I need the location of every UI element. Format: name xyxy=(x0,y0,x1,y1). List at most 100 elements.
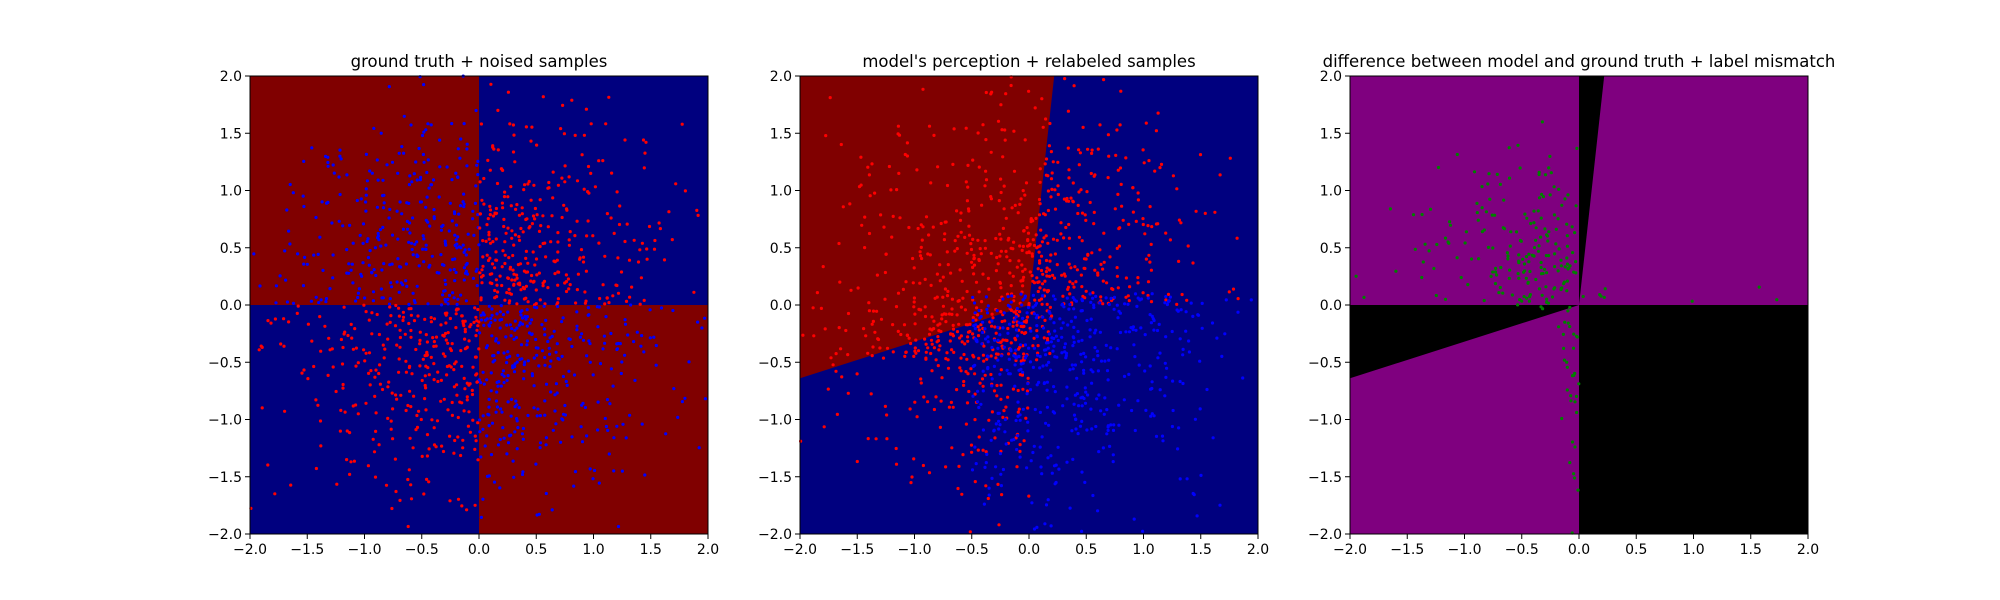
sample-point xyxy=(603,254,607,258)
sample-point xyxy=(1495,172,1499,176)
sample-point xyxy=(1028,388,1033,392)
sample-point xyxy=(1037,250,1041,254)
sample-point xyxy=(961,453,965,457)
sample-point xyxy=(567,287,571,291)
sample-point xyxy=(1020,263,1024,267)
sample-point xyxy=(1475,211,1479,215)
sample-point xyxy=(468,382,472,386)
sample-point xyxy=(928,253,932,257)
sample-point xyxy=(1031,293,1035,297)
sample-point xyxy=(1050,187,1054,191)
sample-point xyxy=(466,232,470,236)
sample-point xyxy=(987,287,991,291)
sample-point xyxy=(568,337,572,341)
sample-point xyxy=(1499,265,1503,270)
sample-point xyxy=(1179,308,1183,312)
sample-point xyxy=(439,378,443,382)
sample-point xyxy=(1178,337,1182,341)
sample-point xyxy=(1505,251,1509,255)
sample-point xyxy=(1003,430,1007,434)
sample-point xyxy=(462,409,466,413)
sample-point xyxy=(502,351,506,355)
sample-point xyxy=(1394,269,1398,273)
sample-point xyxy=(361,241,365,245)
sample-point xyxy=(998,333,1002,337)
sample-point xyxy=(957,322,961,326)
sample-point xyxy=(411,253,415,257)
sample-point xyxy=(835,412,840,416)
sample-point xyxy=(542,279,547,283)
sample-point xyxy=(967,209,971,213)
sample-point xyxy=(1062,305,1066,309)
y-tick-label: −0.5 xyxy=(1308,355,1342,371)
sample-point xyxy=(390,160,395,164)
sample-point xyxy=(1053,355,1057,359)
sample-point xyxy=(1565,256,1569,260)
sample-point xyxy=(567,369,571,373)
sample-point xyxy=(985,452,989,456)
sample-point xyxy=(554,350,558,354)
sample-point xyxy=(560,354,564,358)
sample-point xyxy=(981,320,985,324)
sample-point xyxy=(890,235,894,239)
sample-point xyxy=(1053,252,1057,256)
sample-point xyxy=(1104,296,1108,300)
sample-point xyxy=(580,403,584,407)
sample-point xyxy=(1528,269,1532,274)
x-tick-label: −0.5 xyxy=(1505,542,1539,558)
sample-point xyxy=(377,332,381,337)
y-tick-label: −2.0 xyxy=(1308,527,1342,543)
sample-point xyxy=(994,236,998,241)
sample-point xyxy=(447,229,451,233)
sample-point xyxy=(923,314,928,319)
sample-point xyxy=(697,446,701,450)
sample-point xyxy=(474,184,478,188)
sample-point xyxy=(958,366,962,370)
sample-point xyxy=(1178,379,1182,384)
sample-point xyxy=(300,371,304,375)
sample-point xyxy=(1007,352,1011,356)
sample-point xyxy=(573,470,578,474)
sample-point xyxy=(955,313,959,317)
sample-point xyxy=(509,204,513,208)
sample-point xyxy=(371,290,376,294)
sample-point xyxy=(345,458,349,462)
sample-point xyxy=(1002,207,1006,211)
sample-point xyxy=(1046,241,1050,245)
sample-point xyxy=(834,369,838,373)
sample-point xyxy=(1158,351,1162,355)
sample-point xyxy=(1032,312,1036,316)
sample-point xyxy=(1076,432,1080,436)
sample-point xyxy=(955,209,959,213)
sample-point xyxy=(1086,393,1090,397)
sample-point xyxy=(1025,392,1029,396)
sample-point xyxy=(422,130,426,134)
sample-point xyxy=(1559,264,1563,268)
sample-point xyxy=(1573,231,1577,235)
sample-point xyxy=(1014,328,1019,332)
sample-point xyxy=(389,281,393,285)
sample-point xyxy=(1493,282,1498,286)
sample-point xyxy=(528,225,532,229)
sample-point xyxy=(312,253,316,257)
sample-point xyxy=(1021,361,1025,365)
sample-point xyxy=(409,123,413,127)
sample-point xyxy=(377,443,381,447)
sample-point xyxy=(1218,173,1222,177)
sample-point xyxy=(450,178,454,182)
sample-point xyxy=(1052,411,1057,415)
sample-point xyxy=(575,219,579,223)
sample-point xyxy=(1021,344,1025,348)
sample-point xyxy=(462,122,466,126)
sample-point xyxy=(1466,283,1470,287)
sample-point xyxy=(1118,226,1122,230)
sample-point xyxy=(648,308,652,312)
sample-point xyxy=(407,468,411,472)
sample-point xyxy=(945,351,949,355)
sample-point xyxy=(1017,407,1021,411)
sample-point xyxy=(950,297,955,301)
sample-point xyxy=(476,324,480,328)
sample-point xyxy=(1047,144,1051,148)
sample-point xyxy=(1030,254,1034,258)
sample-point xyxy=(1032,336,1036,340)
